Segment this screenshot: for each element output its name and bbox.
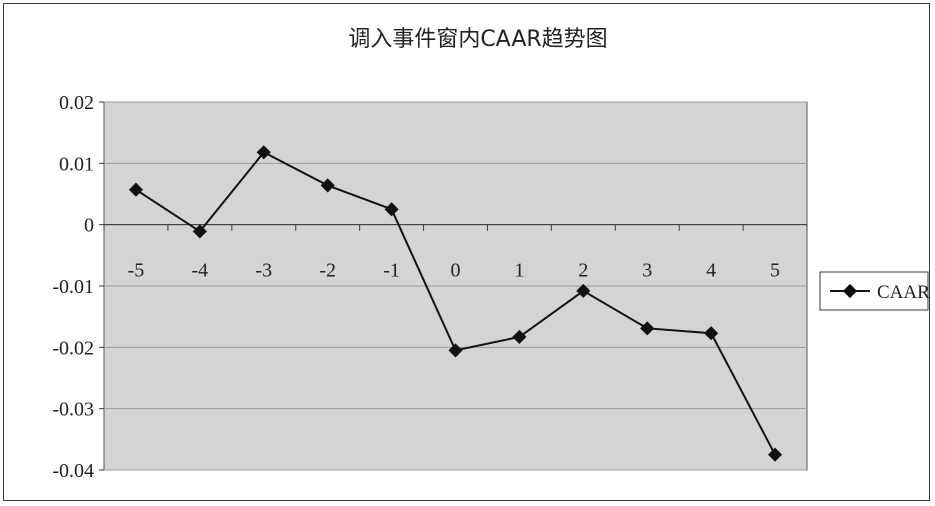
- legend-label-caar: CAAR: [877, 282, 930, 303]
- x-tick-label: -4: [192, 260, 209, 282]
- data-point: [576, 283, 591, 298]
- data-point: [192, 224, 207, 239]
- legend: CAAR: [819, 271, 930, 311]
- y-tick-label: -0.03: [52, 399, 94, 421]
- chart-title: 调入事件窗内CAAR趋势图: [348, 27, 607, 52]
- data-point: [704, 326, 719, 341]
- x-tick-label: 3: [642, 260, 652, 282]
- data-point: [384, 202, 399, 217]
- y-tick-label: -0.02: [52, 337, 94, 359]
- x-tick-label: 1: [514, 260, 524, 282]
- x-tick-label: -5: [128, 260, 145, 282]
- data-point: [256, 145, 271, 160]
- data-point: [767, 447, 783, 462]
- x-tick-label: 2: [578, 260, 588, 282]
- y-tick-label: 0.01: [59, 153, 94, 175]
- y-tick-label: -0.04: [52, 460, 94, 482]
- data-point: [128, 182, 144, 197]
- x-tick-label: 0: [451, 260, 461, 282]
- data-point: [640, 321, 655, 336]
- y-tick-label: 0: [84, 215, 94, 237]
- legend-marker: [842, 283, 858, 299]
- y-tick-label: -0.01: [52, 276, 94, 298]
- x-tick-label: -3: [255, 260, 272, 282]
- data-point: [512, 329, 527, 344]
- x-tick-label: -1: [383, 260, 400, 282]
- y-tick-label: 0.02: [59, 92, 94, 114]
- data-point: [320, 178, 335, 193]
- data-point: [448, 343, 463, 358]
- x-tick-label: 5: [770, 260, 780, 282]
- x-tick-label: -2: [319, 260, 336, 282]
- x-tick-label: 4: [706, 260, 716, 282]
